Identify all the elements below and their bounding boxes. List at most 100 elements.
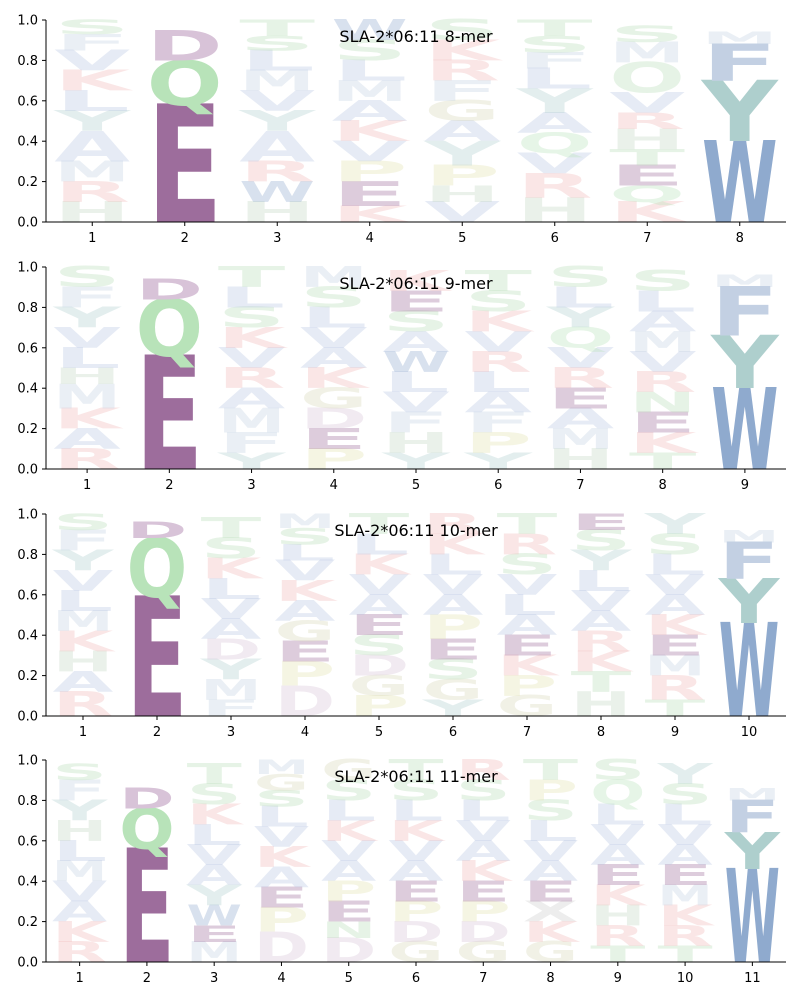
chart-title: SLA-2*06:11 11-mer [334,767,498,786]
logo-letter: M [54,156,130,189]
logo-letter: K [456,855,514,888]
logo-letter: S [52,760,107,786]
x-tick-label: 1 [75,971,83,986]
x-tick-label: 5 [345,971,353,986]
logo-letter: S [349,629,410,662]
logo-letter: G [300,382,367,415]
logo-letter: S [218,302,285,335]
logo-letter: A [300,342,368,375]
logo-letter: F [424,75,500,108]
x-tick-label: 3 [210,971,218,986]
logo-letter: Y [642,508,708,541]
logo-letter: V [254,821,310,854]
logo-letter: A [547,403,615,436]
logo-letter: V [609,87,686,120]
logo-letter: E [609,160,685,193]
logo-letter: S [658,778,713,811]
logo-letter: L [53,342,121,375]
logo-letter: V [547,342,615,375]
y-tick-label: 0.6 [17,834,38,849]
logo-letter: R [658,920,714,953]
logo-letter: M [53,605,114,638]
logo-letter: V [187,839,243,872]
logo-letter: L [300,302,368,335]
y-tick-label: 0.6 [17,588,38,603]
x-tick-label: 8 [546,971,554,986]
logo-letter: A [382,326,450,359]
logo-letter: V [300,322,368,355]
logo-letter: P [423,608,484,647]
x-tick-label: 8 [659,478,667,493]
logo-letter: N [321,918,376,944]
logo-letter: M [645,650,706,683]
logo-letter: L [349,528,410,561]
logo-letter: K [321,815,379,848]
logo-letter: K [590,879,648,912]
logo-letter: L [54,85,130,118]
logo-letter: V [590,819,646,852]
logo-letter: Y [421,134,502,173]
logo-letter: D [147,21,223,70]
logo-letter: A [53,423,121,456]
logo-letter: M [275,510,336,533]
logo-letter: M [300,261,367,294]
logo-letter: H [590,900,645,933]
logo-letter: Y [51,105,133,138]
logo-letter: A [187,859,243,892]
logo-letter: K [523,916,581,949]
logo-letter: Q [609,182,685,208]
logo-letter: V [388,835,444,868]
logo-letter: L [517,63,593,96]
logo-letter: E [275,635,336,668]
logo-letter: A [424,115,501,148]
logo-letter: Y [236,105,318,138]
x-tick-label: 3 [273,231,281,246]
logo-letter: L [388,795,444,828]
logo-letter: K [187,799,245,832]
logo-letter: W [332,14,408,47]
logo-letter: R [465,346,534,379]
logo-letter: W [239,176,315,209]
logo-letter: T [388,754,443,787]
logo-letter: F [465,407,532,440]
logo-letter: E [254,881,309,914]
logo-letter: Y [214,449,289,475]
logo-letter: D [119,782,174,815]
chart-title: SLA-2*06:11 10-mer [334,521,498,540]
logo-letter: H [382,427,449,460]
logo-letter: K [201,553,265,586]
logo-letter: E [571,510,632,536]
logo-letter: H [52,815,107,848]
y-tick-label: 0.0 [17,463,38,478]
logo-letter: Y [50,302,123,335]
logo-letter: R [218,362,287,395]
x-tick-label: 5 [375,725,383,740]
logo-letter: S [275,524,336,550]
y-tick-label: 0.6 [17,341,38,356]
x-tick-label: 2 [143,971,151,986]
logo-letter: R [497,528,559,561]
x-tick-label: 7 [523,725,531,740]
logo-letter: M [725,784,780,804]
logo-letter: V [497,569,558,602]
logo-letter: K [465,306,536,339]
logo-letter: A [218,382,286,415]
logo-letter: M [719,526,780,546]
x-tick-label: 2 [153,725,161,740]
x-tick-label: 4 [366,231,374,246]
logo-letter: E [645,629,706,662]
logo-letter: K [497,650,561,683]
x-tick-label: 2 [165,478,173,493]
logo-letter: K [349,549,413,582]
logo-letter: L [187,819,243,852]
x-tick-label: 2 [181,231,189,246]
logo-letter: Y [198,654,264,687]
logo-letter: P [332,156,408,189]
logo-letter: K [609,196,689,229]
x-tick-label: 9 [614,971,622,986]
logo-letter: H [53,364,120,390]
logo-letter: L [218,281,286,314]
logo-letter: Y [701,63,779,161]
y-tick-label: 1.0 [17,508,38,523]
y-tick-label: 0.4 [17,135,38,150]
